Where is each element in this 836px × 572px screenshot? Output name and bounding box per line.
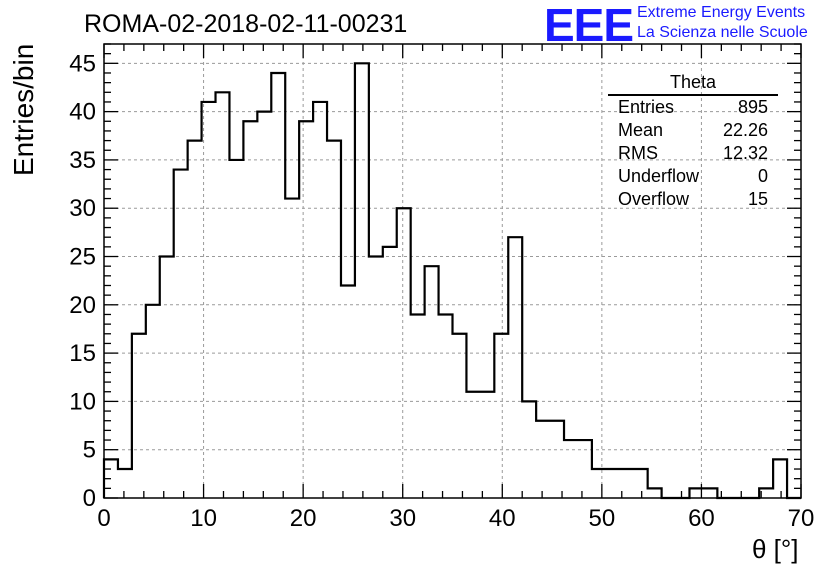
histogram-bin — [453, 334, 467, 498]
histogram-bin — [299, 121, 313, 498]
axes-frame — [103, 43, 802, 499]
histogram-bin — [648, 488, 662, 498]
histogram-bin — [439, 314, 453, 498]
histogram-bin — [202, 102, 216, 498]
y-tick-label: 10 — [69, 388, 96, 415]
y-tick-label: 35 — [69, 147, 96, 174]
histogram-bin — [592, 469, 606, 498]
x-tick-label: 10 — [190, 505, 217, 532]
histogram-bin — [118, 469, 132, 498]
histogram-bin — [216, 92, 230, 498]
histogram-bin — [480, 392, 494, 498]
stats-value: 15 — [747, 189, 768, 209]
plot-frame — [103, 43, 802, 499]
stats-label: Entries — [618, 97, 675, 117]
histogram-bin — [411, 314, 425, 498]
histogram-bin — [285, 199, 299, 498]
stats-value: 22.26 — [722, 120, 768, 140]
histogram-bin — [703, 488, 717, 498]
histogram-bin — [243, 121, 257, 498]
histogram-bin — [355, 63, 369, 498]
x-axis-label: θ [°] — [752, 534, 799, 564]
stats-label: Underflow — [618, 166, 700, 186]
tick-labels: 0 10 20 30 40 50 60 70 0 5 10 15 20 25 30 35 40 45 — [69, 50, 814, 532]
stats-row-rms: RMS 12.32 — [608, 142, 778, 165]
histogram-bin — [536, 421, 550, 498]
axis-ticks — [103, 43, 802, 499]
stats-row-entries: Entries 895 — [608, 96, 778, 119]
logo-subtitle-1: Extreme Energy Events — [637, 4, 806, 21]
y-axis-label: Entries/bin — [8, 43, 39, 176]
stats-value: 12.32 — [722, 143, 768, 163]
histogram-bin — [341, 285, 355, 498]
grid-lines — [104, 44, 801, 498]
histogram-bin — [466, 392, 480, 498]
stats-box: Theta Entries 895 Mean 22.26 RMS 12.32 U… — [608, 72, 778, 211]
stats-value: 0 — [757, 166, 768, 186]
histogram-bin — [188, 141, 202, 498]
histogram-bin — [550, 421, 564, 498]
histogram-bin — [508, 237, 522, 498]
y-tick-label: 30 — [69, 195, 96, 222]
stats-title: Theta — [608, 72, 778, 96]
stats-value: 895 — [737, 97, 768, 117]
histogram-bin — [369, 257, 383, 498]
histogram-bin — [160, 257, 174, 498]
histogram-bin — [606, 469, 620, 498]
histogram-bin — [174, 170, 188, 498]
histogram-bin — [257, 112, 271, 498]
histogram-bin — [564, 440, 578, 498]
x-tick-label: 70 — [788, 505, 815, 532]
logo-subtitle-2: La Scienza nelle Scuole — [637, 24, 808, 41]
x-tick-label: 60 — [688, 505, 715, 532]
histogram-bin — [132, 334, 146, 498]
histogram-bin — [383, 247, 397, 498]
stats-label: RMS — [618, 143, 658, 163]
y-tick-label: 45 — [69, 50, 96, 77]
x-tick-label: 0 — [97, 505, 110, 532]
y-tick-label: 40 — [69, 99, 96, 126]
histogram-bin — [271, 73, 285, 498]
histogram-bin — [578, 440, 592, 498]
chart-title: ROMA-02-2018-02-11-00231 — [84, 10, 408, 38]
eee-logo: EEE — [544, 0, 634, 51]
histogram-bin — [634, 469, 648, 498]
x-tick-label: 30 — [389, 505, 416, 532]
x-tick-label: 40 — [489, 505, 516, 532]
histogram-bin — [327, 141, 341, 498]
y-tick-label: 15 — [69, 340, 96, 367]
stats-label: Overflow — [618, 189, 690, 209]
x-tick-label: 50 — [589, 505, 616, 532]
histogram-bin — [425, 266, 439, 498]
y-tick-label: 25 — [69, 244, 96, 271]
y-tick-label: 5 — [83, 437, 96, 464]
stats-row-mean: Mean 22.26 — [608, 119, 778, 142]
histogram-bin — [229, 160, 243, 498]
stats-label: Mean — [618, 120, 664, 140]
histogram-bin — [773, 459, 787, 498]
histogram-bin — [494, 334, 508, 498]
stats-row-overflow: Overflow 15 — [608, 188, 778, 211]
stats-row-underflow: Underflow 0 — [608, 165, 778, 188]
histogram-bin — [313, 102, 327, 498]
x-tick-label: 20 — [290, 505, 317, 532]
y-tick-label: 20 — [69, 292, 96, 319]
y-tick-label: 0 — [83, 485, 96, 512]
